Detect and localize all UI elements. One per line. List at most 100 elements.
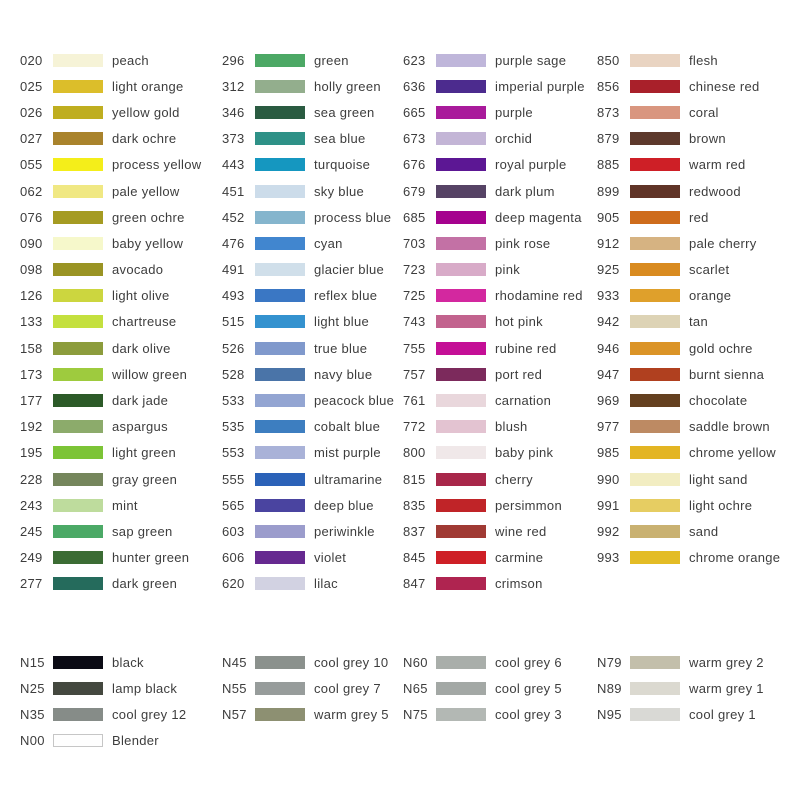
color-swatch xyxy=(436,236,486,250)
color-row: 027 dark ochre xyxy=(20,126,201,152)
color-code: 969 xyxy=(597,393,620,409)
color-code: N65 xyxy=(403,680,428,696)
color-swatch xyxy=(630,79,680,93)
color-swatch xyxy=(436,498,486,512)
color-code: 133 xyxy=(20,314,43,330)
color-row: 946 gold ochre xyxy=(597,335,780,361)
color-row: 679 dark plum xyxy=(403,178,585,204)
color-swatch xyxy=(630,210,680,224)
color-swatch xyxy=(255,105,305,119)
color-name: willow green xyxy=(112,366,188,382)
color-swatch xyxy=(53,394,103,408)
color-code: 020 xyxy=(20,52,43,68)
color-code: 062 xyxy=(20,183,43,199)
color-row: 062 pale yellow xyxy=(20,178,201,204)
neutral-swatch-column-4: N79 warm grey 2 N89 warm grey 1 N95 cool grey… xyxy=(597,649,764,728)
color-row: 969 chocolate xyxy=(597,387,780,413)
color-swatch xyxy=(53,446,103,460)
color-swatch xyxy=(630,367,680,381)
color-code: 312 xyxy=(222,78,245,94)
color-row: 856 chinese red xyxy=(597,73,780,99)
color-name: rhodamine red xyxy=(495,288,583,304)
color-swatch xyxy=(255,79,305,93)
color-code: 993 xyxy=(597,550,620,566)
color-code: 815 xyxy=(403,471,426,487)
color-code: 676 xyxy=(403,157,426,173)
color-name: glacier blue xyxy=(314,262,385,278)
color-swatch xyxy=(630,707,680,721)
color-name: dark ochre xyxy=(112,131,177,147)
color-swatch xyxy=(436,132,486,146)
color-swatch xyxy=(255,655,305,669)
color-name: redwood xyxy=(689,183,741,199)
color-name: port red xyxy=(495,366,543,382)
color-row: 847 crimson xyxy=(403,571,585,597)
color-swatch xyxy=(436,184,486,198)
color-row: 553 mist purple xyxy=(222,440,394,466)
color-name: light blue xyxy=(314,314,370,330)
color-name: mint xyxy=(112,497,138,513)
color-name: chrome yellow xyxy=(689,445,776,461)
color-code: 685 xyxy=(403,209,426,225)
color-code: 228 xyxy=(20,471,43,487)
color-row: 985 chrome yellow xyxy=(597,440,780,466)
color-row: 346 sea green xyxy=(222,99,394,125)
color-swatch xyxy=(630,498,680,512)
color-code: 703 xyxy=(403,235,426,251)
color-row: 243 mint xyxy=(20,492,201,518)
color-swatch xyxy=(53,472,103,486)
color-swatch xyxy=(436,289,486,303)
color-code: 845 xyxy=(403,550,426,566)
color-name: brown xyxy=(689,131,726,147)
color-name: sap green xyxy=(112,523,173,539)
color-row: 873 coral xyxy=(597,99,780,125)
swatch-column-2: 296 green 312 holly green 346 sea green 373 sea… xyxy=(222,47,394,597)
color-swatch xyxy=(436,655,486,669)
color-code: 603 xyxy=(222,523,245,539)
color-name: periwinkle xyxy=(314,523,375,539)
color-name: cool grey 6 xyxy=(495,654,562,670)
color-row: 126 light olive xyxy=(20,283,201,309)
color-row: 528 navy blue xyxy=(222,361,394,387)
color-code: N95 xyxy=(597,706,622,722)
color-name: tan xyxy=(689,314,708,330)
color-name: peacock blue xyxy=(314,393,395,409)
color-name: chinese red xyxy=(689,78,760,94)
color-row: 703 pink rose xyxy=(403,230,585,256)
color-row: 942 tan xyxy=(597,309,780,335)
color-swatch xyxy=(436,394,486,408)
color-name: saddle brown xyxy=(689,419,770,435)
color-name: chrome orange xyxy=(689,550,781,566)
color-row: N89 warm grey 1 xyxy=(597,675,764,701)
color-code: 942 xyxy=(597,314,620,330)
color-code: 946 xyxy=(597,340,620,356)
color-row: 885 warm red xyxy=(597,152,780,178)
color-swatch xyxy=(255,498,305,512)
color-code: 025 xyxy=(20,78,43,94)
color-row: 245 sap green xyxy=(20,518,201,544)
color-code: 899 xyxy=(597,183,620,199)
color-swatch xyxy=(630,236,680,250)
color-swatch xyxy=(255,551,305,565)
color-swatch xyxy=(436,524,486,538)
color-swatch xyxy=(255,681,305,695)
color-code: 673 xyxy=(403,131,426,147)
color-code: 476 xyxy=(222,235,245,251)
color-row: 757 port red xyxy=(403,361,585,387)
swatch-column-3: 623 purple sage 636 imperial purple 665 purpl… xyxy=(403,47,585,597)
color-name: warm red xyxy=(689,157,746,173)
color-swatch xyxy=(255,184,305,198)
color-name: blush xyxy=(495,419,528,435)
color-code: 055 xyxy=(20,157,43,173)
color-code: 985 xyxy=(597,445,620,461)
neutral-swatch-column-3: N60 cool grey 6 N65 cool grey 5 N75 cool grey… xyxy=(403,649,562,728)
color-name: dark plum xyxy=(495,183,555,199)
color-swatch xyxy=(630,681,680,695)
color-row: 620 lilac xyxy=(222,571,394,597)
color-row: 845 carmine xyxy=(403,545,585,571)
color-name: orange xyxy=(689,288,732,304)
color-row: 665 purple xyxy=(403,99,585,125)
color-swatch xyxy=(436,577,486,591)
color-code: 850 xyxy=(597,52,620,68)
color-name: chartreuse xyxy=(112,314,177,330)
